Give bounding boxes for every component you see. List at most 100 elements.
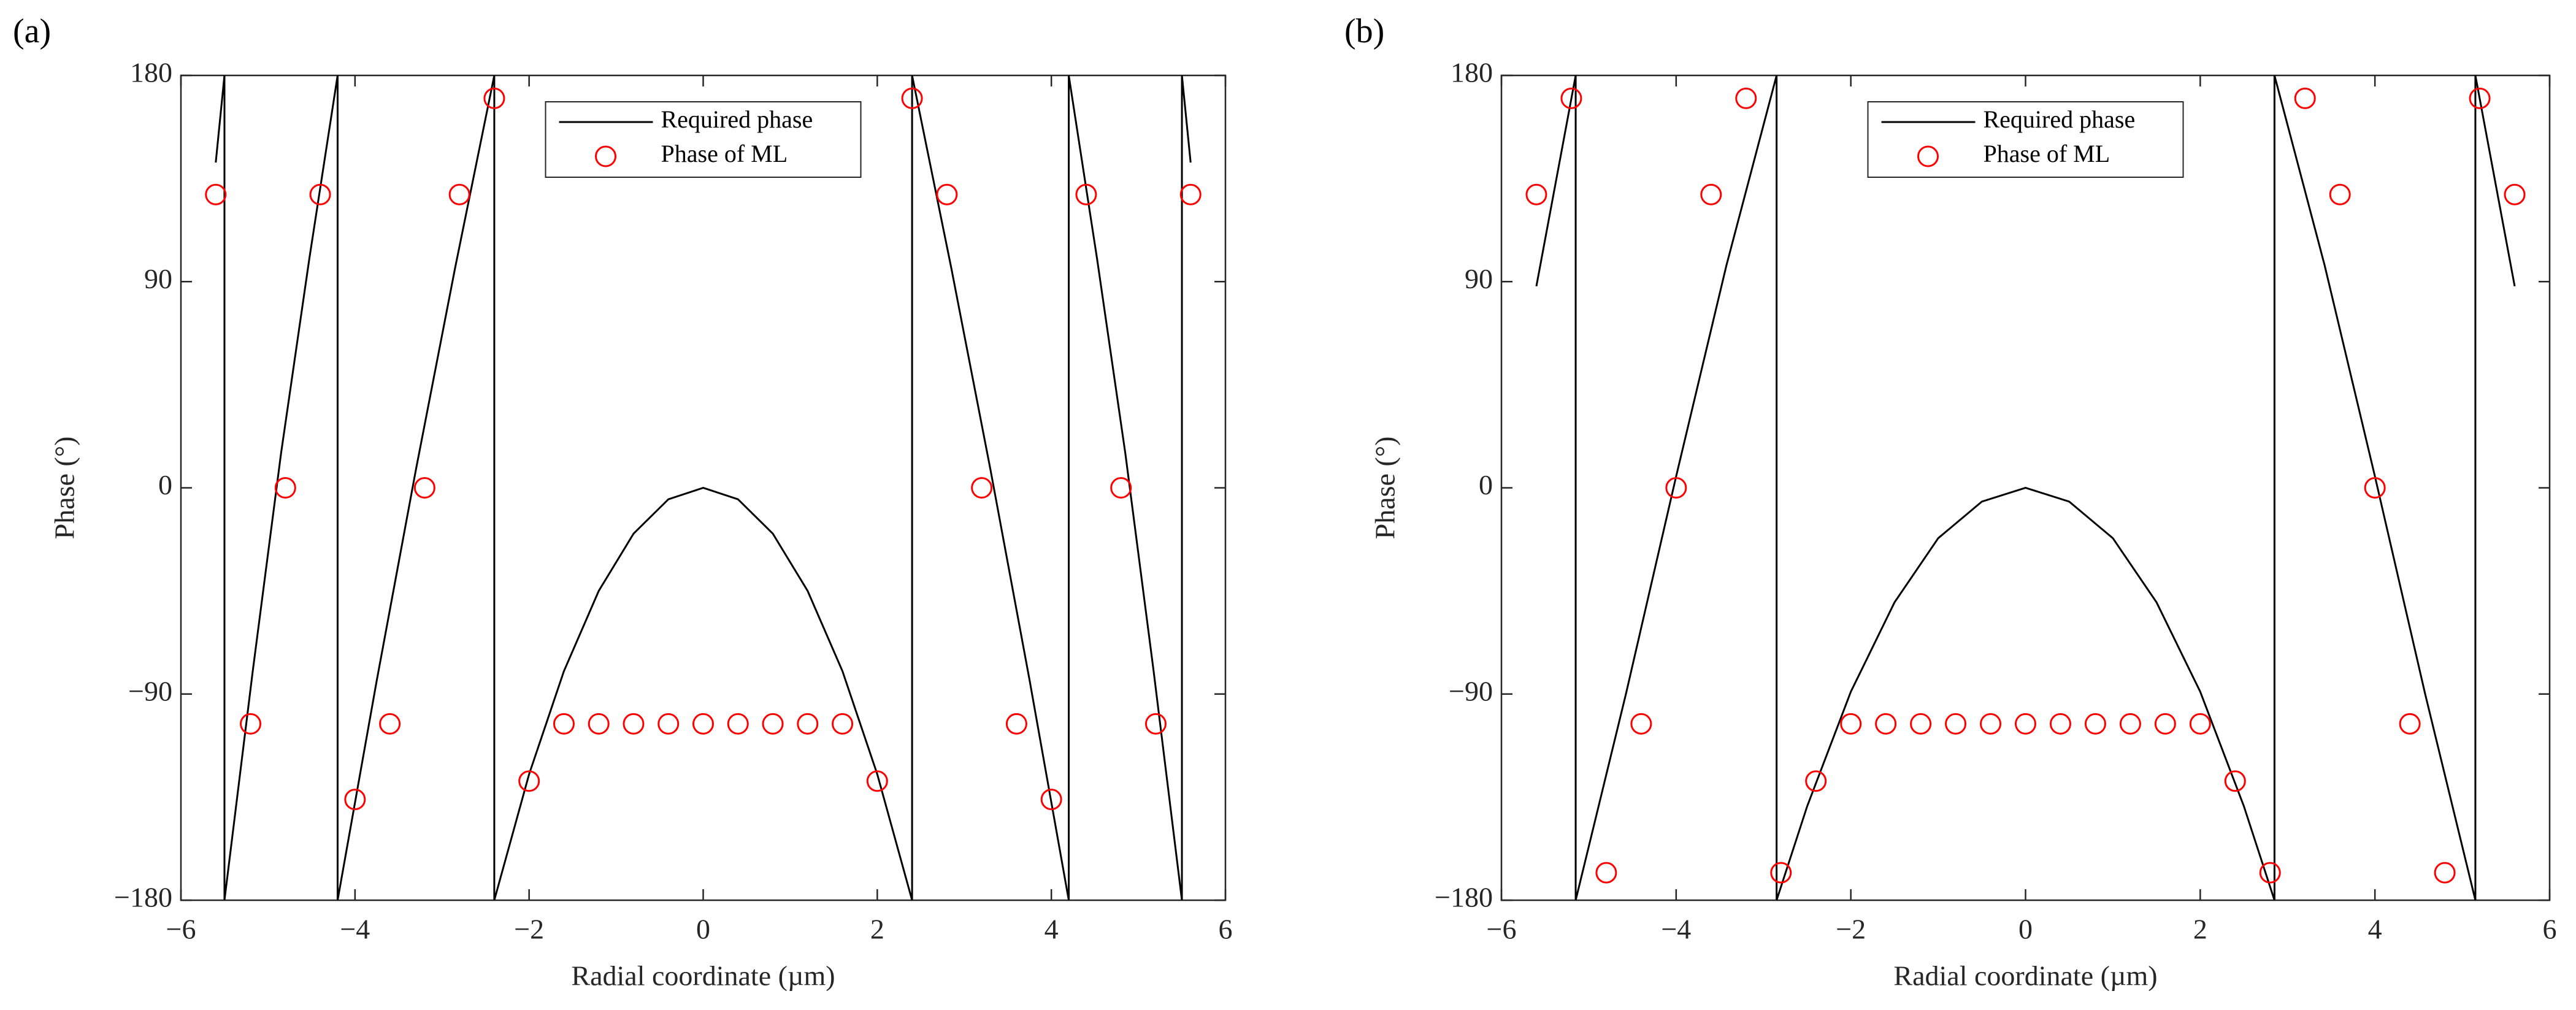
x-tick-label: 2	[870, 914, 884, 945]
ml-point	[2329, 183, 2351, 205]
legend-label: Phase of ML	[661, 140, 788, 167]
y-tick-label: −90	[128, 675, 172, 706]
ml-point	[240, 713, 262, 735]
ml-point	[936, 183, 958, 205]
ml-point	[657, 713, 680, 735]
x-tick-label: −4	[1661, 914, 1691, 945]
ml-point	[901, 87, 923, 109]
ml-point	[692, 713, 714, 735]
ml-point	[727, 713, 749, 735]
ml-point	[762, 713, 784, 735]
required-phase-line	[215, 75, 1192, 901]
required-phase-line	[1535, 75, 2516, 901]
ml-point	[588, 713, 610, 735]
ml-point	[797, 713, 819, 735]
ml-point	[2434, 862, 2456, 884]
ml-point	[344, 789, 366, 811]
ml-point	[1980, 713, 2002, 735]
y-tick-label: 0	[158, 469, 172, 500]
ml-point	[1665, 477, 1687, 499]
ml-point	[2364, 477, 2386, 499]
y-axis-label: Phase (°)	[1370, 437, 1401, 540]
x-tick-label: −4	[340, 914, 370, 945]
x-tick-label: 6	[2543, 914, 2557, 945]
ml-point	[2259, 862, 2281, 884]
ml-point	[2084, 713, 2106, 735]
ml-point	[518, 770, 540, 792]
legend-box	[545, 101, 862, 178]
ml-point	[832, 713, 854, 735]
legend-label: Required phase	[661, 105, 813, 133]
ml-point	[2049, 713, 2071, 735]
ml-point	[553, 713, 575, 735]
y-tick-label: 180	[1451, 57, 1493, 88]
ml-point	[2294, 87, 2316, 109]
legend-box	[1867, 101, 2184, 178]
x-tick-label: 4	[2368, 914, 2382, 945]
ml-point	[1770, 862, 1792, 884]
ml-point	[309, 183, 331, 205]
x-tick-label: 6	[1219, 914, 1233, 945]
x-tick-label: 2	[2193, 914, 2207, 945]
x-tick-label: −6	[1487, 914, 1517, 945]
x-tick-label: 0	[696, 914, 710, 945]
y-tick-label: 0	[1479, 469, 1493, 500]
ml-point	[1805, 770, 1827, 792]
ml-point	[1560, 87, 1582, 109]
x-axis-label: Radial coordinate (µm)	[1893, 960, 2157, 992]
ml-point	[2504, 183, 2526, 205]
y-tick-label: 90	[144, 263, 172, 294]
panel-label: (a)	[13, 12, 51, 50]
ml-point	[2224, 770, 2246, 792]
legend: Required phase Phase of ML	[545, 101, 862, 178]
legend-swatch	[1917, 145, 1939, 167]
legend-label: Phase of ML	[1984, 140, 2110, 167]
ml-point	[1735, 87, 1757, 109]
ml-point	[413, 477, 435, 499]
ml-point	[866, 770, 888, 792]
ml-point	[1945, 713, 1967, 735]
ml-point	[971, 477, 993, 499]
ml-point	[1040, 789, 1062, 811]
legend-swatch	[595, 145, 616, 167]
ml-point	[1179, 183, 1202, 205]
legend-label: Required phase	[1984, 105, 2136, 133]
ml-point	[1005, 713, 1027, 735]
ml-point	[2119, 713, 2141, 735]
y-tick-label: 90	[1465, 263, 1493, 294]
chart-panel: (b) −6 −4 −2 0 2 4 6 −180 −90 0 90 180 Radial coordin…	[1344, 12, 2557, 992]
x-tick-label: −6	[166, 914, 196, 945]
ml-point	[379, 713, 401, 735]
ml-point	[1875, 713, 1897, 735]
x-tick-label: −2	[1836, 914, 1866, 945]
ml-point	[448, 183, 470, 205]
ml-point	[2469, 87, 2491, 109]
x-tick-label: −2	[514, 914, 544, 945]
ml-point	[1630, 713, 1652, 735]
ml-point	[1595, 862, 1617, 884]
ml-point	[1075, 183, 1097, 205]
y-axis-label: Phase (°)	[49, 437, 80, 540]
ml-point	[2154, 713, 2176, 735]
y-tick-label: −180	[114, 882, 172, 913]
ml-point	[2399, 713, 2421, 735]
ml-point	[623, 713, 645, 735]
x-axis-label: Radial coordinate (µm)	[571, 960, 835, 992]
ml-point	[1840, 713, 1862, 735]
y-tick-label: 180	[130, 57, 172, 88]
ml-point	[1525, 183, 1547, 205]
y-tick-label: −90	[1449, 675, 1493, 706]
y-tick-label: −180	[1435, 882, 1493, 913]
chart-panel: (a) −6 −4 −2 0 2 4 6 −180 −90 0 90 180 Radial coordin…	[13, 12, 1233, 992]
ml-point	[1910, 713, 1932, 735]
x-tick-label: 4	[1045, 914, 1059, 945]
ml-point	[205, 183, 227, 205]
ml-point	[1110, 477, 1132, 499]
ml-point	[2015, 713, 2036, 735]
x-tick-label: 0	[2018, 914, 2033, 945]
panel-label: (b)	[1344, 12, 1384, 50]
ml-point	[2189, 713, 2211, 735]
ml-point	[1700, 183, 1722, 205]
ml-point	[483, 87, 505, 109]
